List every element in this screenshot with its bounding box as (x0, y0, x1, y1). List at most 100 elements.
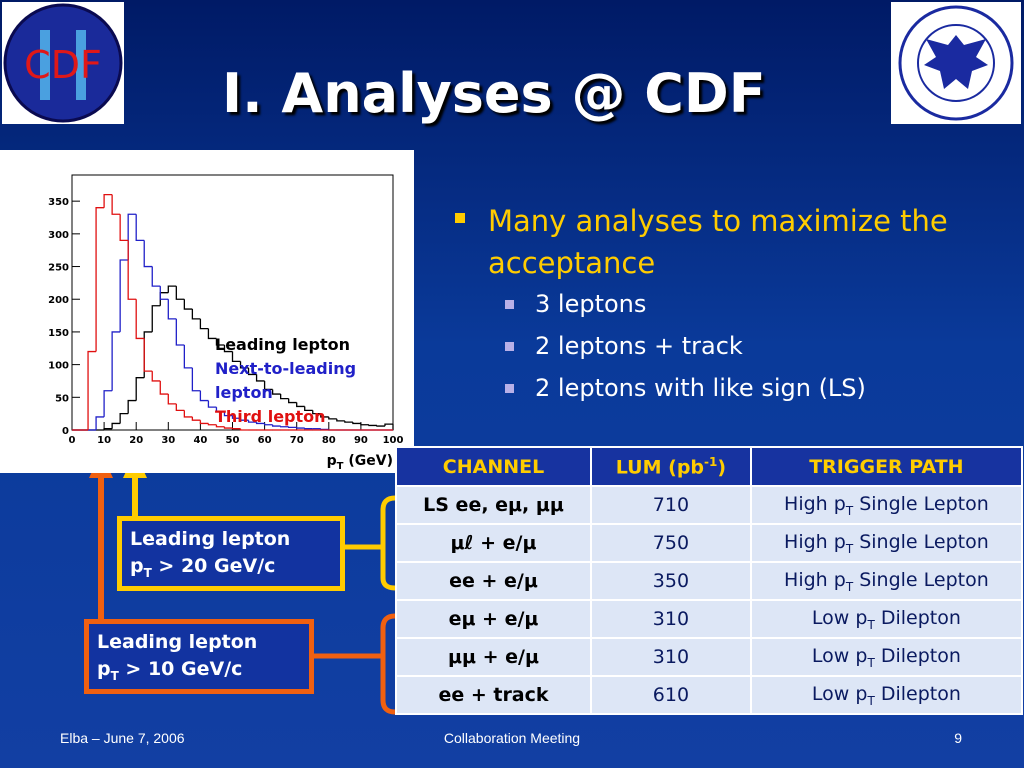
histogram-bin (135, 299, 145, 340)
histogram-bin (199, 318, 209, 330)
histogram-bin (111, 194, 121, 215)
table-cell: ee + track (395, 675, 592, 715)
y-tick-label: 250 (48, 263, 69, 274)
histogram-bin (296, 427, 305, 429)
footer-right: 9 (954, 730, 962, 746)
histogram-bin (239, 418, 249, 421)
histogram-bin (263, 423, 273, 426)
cell-part: High p (784, 492, 846, 515)
histogram-bin (191, 309, 201, 320)
x-tick-label: 20 (129, 435, 143, 446)
histogram-bin (143, 240, 153, 268)
box-line: pT > 20 GeV/c (130, 553, 332, 587)
x-label-part: T (337, 461, 344, 472)
histogram-bin (199, 390, 209, 402)
cell-part: Dilepton (874, 644, 961, 667)
histogram-bin (239, 361, 249, 369)
cell-part: -1 (704, 454, 718, 469)
table-cell: Low pT Dilepton (749, 675, 1024, 715)
histogram-bin (111, 422, 121, 429)
histogram-bin (223, 411, 233, 417)
y-tick-label: 200 (48, 295, 69, 306)
histogram-bin (127, 399, 137, 414)
histogram-bin (103, 428, 113, 430)
bullet-text: Many analyses to maximize the acceptance (488, 204, 948, 280)
table-cell: μμ + e/μ (395, 637, 592, 677)
x-tick-label: 40 (193, 435, 207, 446)
t: T (110, 668, 119, 683)
histogram-bin (280, 394, 289, 400)
histogram-bin (175, 286, 185, 300)
table-cell: Low pT Dilepton (749, 599, 1024, 639)
histogram-bin (255, 422, 265, 425)
histogram-bin (247, 420, 257, 423)
histogram-bin (167, 285, 177, 293)
histogram-bin (167, 394, 177, 405)
table-cell: 350 (590, 561, 752, 601)
bracket (380, 495, 396, 591)
cell-part: Dilepton (874, 606, 961, 629)
cell-part: ) (717, 456, 727, 479)
footer-left: Elba – June 7, 2006 (60, 730, 185, 746)
histogram-bin (159, 286, 169, 300)
cell-part: T (845, 503, 854, 518)
cell-part: T (867, 693, 875, 708)
histogram-bin (95, 207, 105, 352)
histogram-bin (376, 425, 385, 427)
y-tick-label: 0 (62, 426, 69, 437)
table-cell: Low pT Dilepton (749, 637, 1024, 677)
table-cell: eμ + e/μ (395, 599, 592, 639)
histogram-bin (127, 213, 137, 260)
histogram-bin (271, 389, 281, 395)
t: > 20 GeV/c (151, 555, 276, 577)
table-cell: ee + e/μ (395, 561, 592, 601)
cell-part: Low p (811, 606, 868, 629)
x-tick-label: 100 (383, 435, 404, 446)
histogram-bin (175, 318, 185, 346)
legend: Leading lepton Next-to-leading lepton Thir… (215, 333, 395, 429)
histogram-bin (223, 426, 233, 429)
histogram-bin (231, 428, 241, 430)
t: T (143, 565, 152, 580)
cell-part: High p (784, 568, 846, 591)
histogram-bin (135, 214, 145, 242)
y-tick-label: 150 (48, 328, 69, 339)
table-cell: 310 (590, 599, 752, 639)
x-tick-label: 50 (226, 435, 240, 446)
bullet (505, 384, 514, 393)
histogram-bin (119, 259, 129, 332)
footer-center: Collaboration Meeting (443, 730, 581, 746)
histogram-bin (151, 371, 161, 382)
histogram-bin (183, 410, 193, 418)
histogram-bin (271, 424, 281, 427)
histogram-bin (95, 416, 105, 430)
histogram-bin (199, 420, 209, 425)
cell-part: Single Lepton (853, 568, 989, 591)
histogram-bin (111, 331, 121, 391)
histogram-bin (320, 428, 329, 430)
y-tick-label: 50 (55, 393, 69, 404)
bracket (380, 613, 396, 715)
x-tick-label: 90 (354, 435, 368, 446)
cell-part: T (867, 655, 875, 670)
logo-left-text: CDF (24, 43, 102, 87)
logo-bar (76, 30, 86, 100)
cell-part: T (845, 541, 854, 556)
legend-entry: Third lepton (215, 407, 326, 426)
x-tick-label: 0 (69, 435, 76, 446)
table-cell: 710 (590, 485, 752, 525)
histogram-bin (151, 266, 161, 287)
t: > 10 GeV/c (118, 658, 243, 680)
cell-part: Single Lepton (853, 492, 989, 515)
histogram-bin (231, 351, 241, 362)
histogram-bin (304, 406, 313, 412)
histogram-bin (263, 380, 273, 391)
histogram-bin (239, 428, 249, 431)
t: p (130, 555, 144, 577)
histogram-bin (183, 299, 193, 310)
legend-entry: Next-to-leading lepton (215, 359, 357, 402)
bullet (505, 342, 514, 351)
histogram-bin (119, 214, 129, 242)
table-cell: 610 (590, 675, 752, 715)
logo-left (3, 3, 123, 123)
